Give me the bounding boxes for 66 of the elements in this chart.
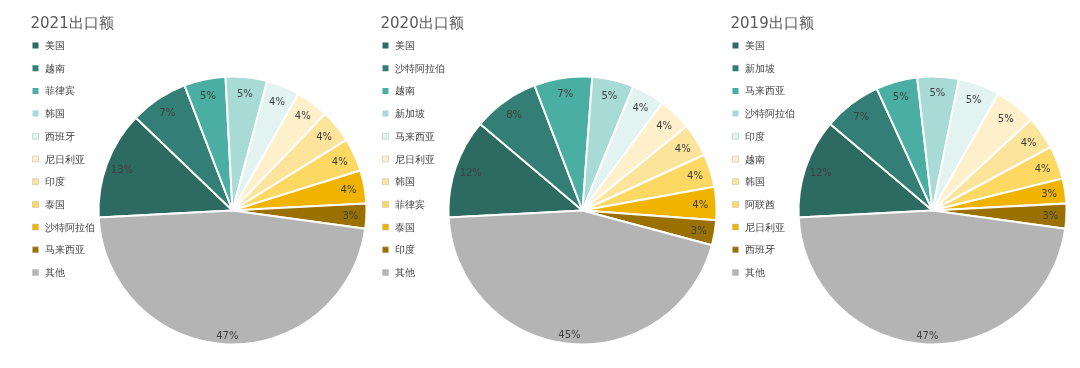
chart-title: 2020出口额 bbox=[380, 13, 464, 32]
data-label: 4% bbox=[1020, 136, 1037, 148]
data-label: 5% bbox=[965, 94, 982, 106]
legend-label: 新加坡 bbox=[394, 108, 425, 120]
data-label: 5% bbox=[892, 91, 909, 103]
legend-label: 越南 bbox=[394, 85, 415, 97]
legend-label: 越南 bbox=[44, 62, 65, 74]
data-label: 4% bbox=[331, 155, 348, 167]
legend-label: 马来西亚 bbox=[744, 85, 785, 97]
data-label: 5% bbox=[601, 90, 618, 102]
data-label: 3% bbox=[1042, 209, 1059, 221]
legend-label: 其他 bbox=[394, 267, 415, 278]
legend-label: 印度 bbox=[744, 130, 765, 142]
data-label: 47% bbox=[916, 329, 939, 341]
data-label: 4% bbox=[656, 119, 673, 131]
legend-label: 马来西亚 bbox=[394, 130, 435, 142]
legend-label: 泰国 bbox=[394, 221, 415, 233]
chart-title: 2021出口额 bbox=[30, 13, 114, 32]
data-label: 4% bbox=[269, 95, 285, 107]
data-label: 3% bbox=[1041, 187, 1058, 199]
legend-label: 其他 bbox=[44, 267, 65, 278]
data-label: 4% bbox=[632, 102, 649, 114]
data-label: 4% bbox=[340, 184, 357, 196]
legend-label: 越南 bbox=[744, 153, 765, 165]
legend-label: 尼日利亚 bbox=[44, 153, 85, 165]
data-label: 8% bbox=[506, 108, 523, 120]
legend-label: 沙特阿拉伯 bbox=[394, 62, 445, 74]
legend-label: 新加坡 bbox=[744, 62, 775, 74]
data-label: 5% bbox=[929, 87, 946, 99]
data-label: 5% bbox=[236, 87, 253, 99]
legend-label: 西班牙 bbox=[44, 130, 75, 142]
legend-label: 沙特阿拉伯 bbox=[744, 108, 795, 120]
legend-label: 西班牙 bbox=[744, 244, 775, 256]
data-label: 7% bbox=[159, 106, 176, 118]
data-label: 4% bbox=[1034, 162, 1051, 174]
data-label: 45% bbox=[558, 328, 581, 340]
data-label: 4% bbox=[692, 198, 709, 210]
data-label: 47% bbox=[216, 329, 239, 341]
legend-label: 阿联酋 bbox=[744, 198, 775, 210]
data-label: 7% bbox=[557, 88, 574, 100]
legend-label: 韩国 bbox=[744, 176, 765, 188]
legend-label: 韩国 bbox=[394, 176, 415, 188]
data-label: 4% bbox=[687, 169, 703, 181]
data-label: 4% bbox=[316, 130, 333, 142]
legend-label: 泰国 bbox=[44, 198, 65, 210]
legend-label: 韩国 bbox=[44, 108, 65, 120]
legend-label: 其他 bbox=[744, 267, 765, 278]
data-label: 4% bbox=[674, 142, 691, 154]
legend-label: 沙特阿拉伯 bbox=[44, 221, 95, 233]
data-label: 5% bbox=[200, 89, 216, 101]
data-label: 3% bbox=[342, 209, 359, 221]
legend-label: 菲律宾 bbox=[394, 198, 425, 210]
chart-title: 2019出口额 bbox=[730, 13, 814, 32]
data-label: 5% bbox=[997, 112, 1014, 124]
data-label: 3% bbox=[690, 224, 707, 236]
legend-label: 美国 bbox=[394, 40, 415, 51]
legend-label: 美国 bbox=[744, 40, 765, 51]
legend-label: 美国 bbox=[44, 40, 65, 51]
data-label: 4% bbox=[294, 110, 311, 122]
legend-label: 印度 bbox=[394, 244, 415, 256]
legend-label: 尼日利亚 bbox=[744, 221, 785, 233]
legend-label: 马来西亚 bbox=[44, 244, 85, 256]
legend-label: 菲律宾 bbox=[44, 85, 75, 97]
data-label: 7% bbox=[853, 111, 870, 123]
legend-label: 印度 bbox=[44, 176, 65, 188]
legend-label: 尼日利亚 bbox=[394, 153, 435, 165]
